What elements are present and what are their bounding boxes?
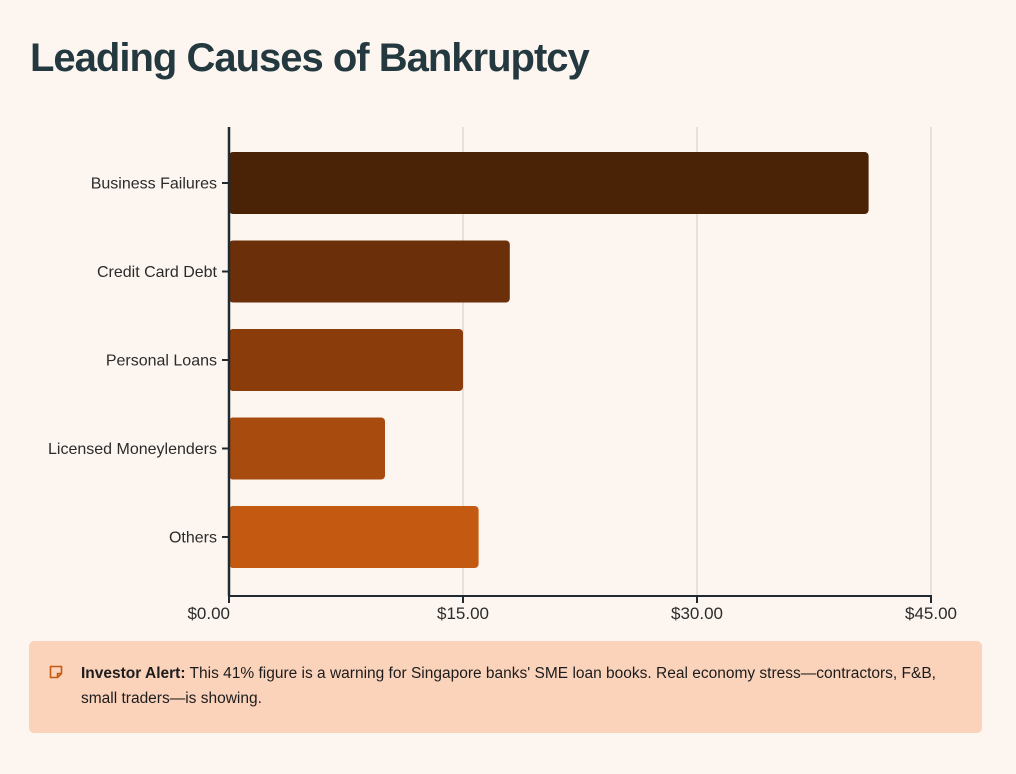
x-tick-label: $30.00	[671, 604, 723, 623]
investor-alert-box: Investor Alert: This 41% figure is a war…	[29, 641, 982, 733]
note-icon	[49, 665, 63, 679]
category-label: Business Failures	[91, 176, 217, 193]
category-label: Credit Card Debt	[97, 264, 218, 281]
bar	[229, 506, 479, 568]
bar-chart: Business Failures Credit Card Debt Persona…	[48, 127, 957, 623]
bar	[229, 152, 869, 214]
alert-text: This 41% figure is a warning for Singapo…	[81, 665, 936, 707]
x-tick-label: $15.00	[437, 604, 489, 623]
x-tick-label: $0.00	[187, 604, 230, 623]
category-label: Personal Loans	[106, 353, 217, 370]
bar	[229, 417, 385, 480]
bar	[229, 240, 510, 303]
category-label: Licensed Moneylenders	[48, 441, 217, 458]
page-title: Leading Causes of Bankruptcy	[30, 36, 590, 80]
alert-label: Investor Alert:	[81, 665, 186, 682]
bar	[229, 329, 463, 391]
x-tick-label: $45.00	[905, 604, 957, 623]
category-label: Others	[169, 530, 217, 547]
